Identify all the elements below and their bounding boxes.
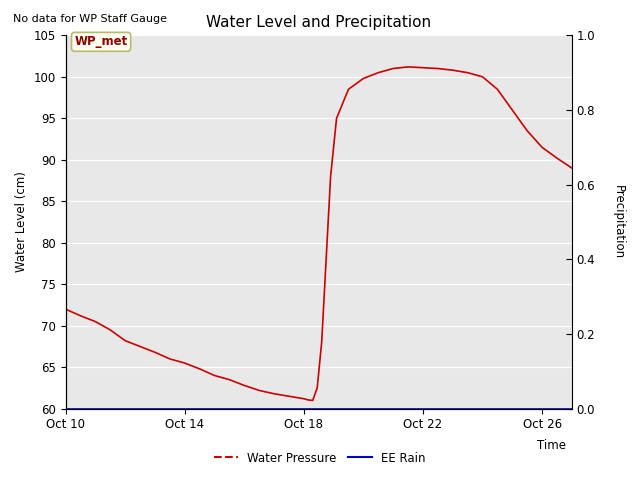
Text: WP_met: WP_met (74, 36, 128, 48)
Y-axis label: Water Level (cm): Water Level (cm) (15, 171, 28, 273)
Text: No data for WP Staff Gauge: No data for WP Staff Gauge (13, 14, 167, 24)
Y-axis label: Precipitation: Precipitation (612, 185, 625, 259)
Title: Water Level and Precipitation: Water Level and Precipitation (206, 15, 431, 30)
Legend: Water Pressure, EE Rain: Water Pressure, EE Rain (209, 447, 431, 469)
Text: Time: Time (538, 439, 566, 452)
